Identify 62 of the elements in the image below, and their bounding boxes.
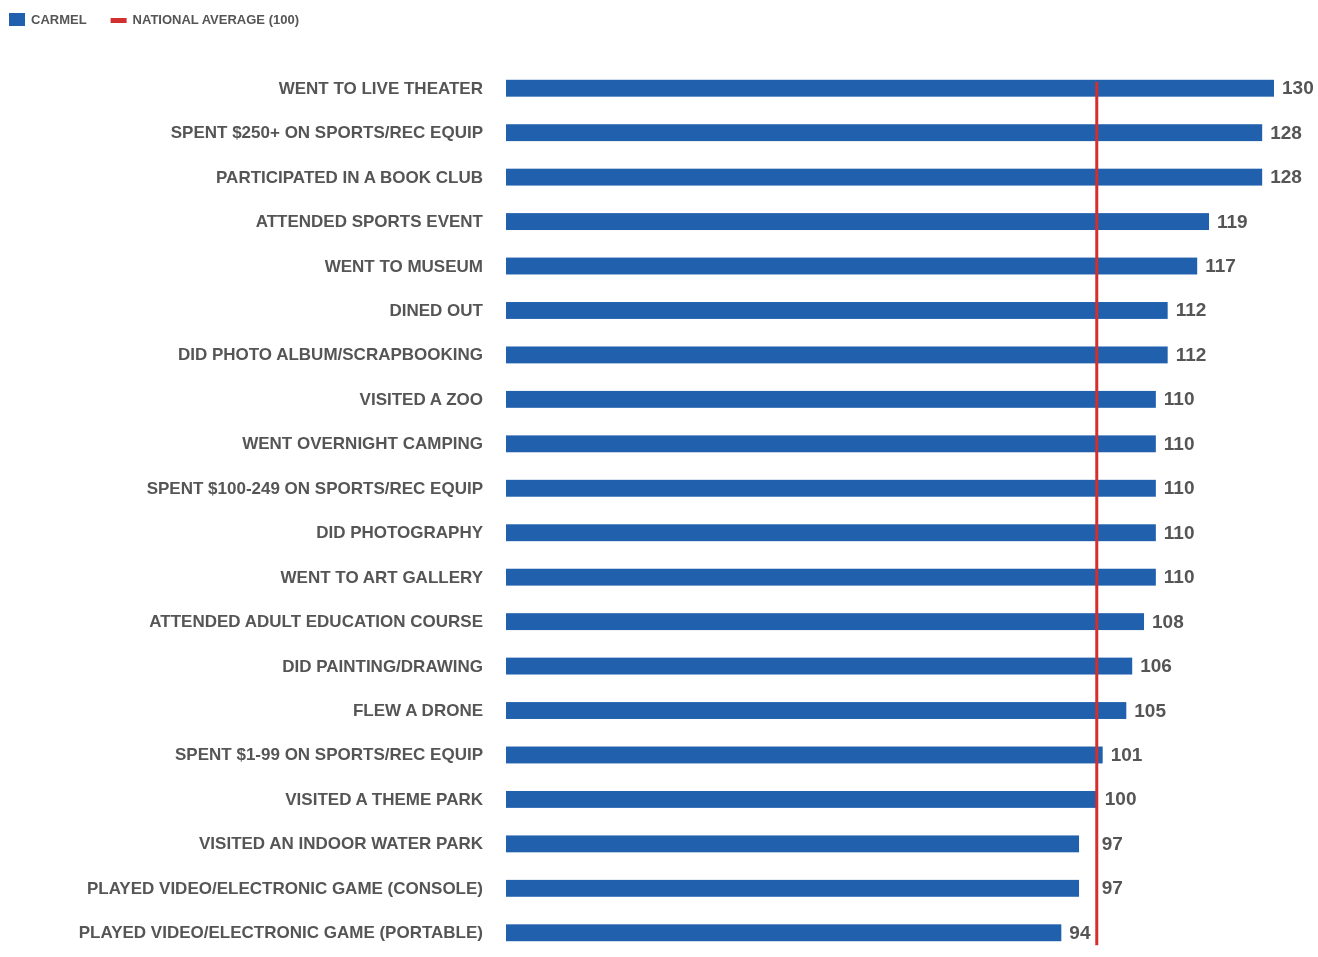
bar [506,657,1133,675]
bar [506,790,1097,808]
y-tick-label: PARTICIPATED IN A BOOK CLUB [216,167,483,187]
y-tick-label: PLAYED VIDEO/ELECTRONIC GAME (PORTABLE) [78,923,483,943]
bar [506,390,1156,408]
bar [506,835,1080,853]
y-tick-label: VISITED A THEME PARK [285,789,484,809]
data-label: 110 [1163,432,1195,454]
data-label: 108 [1152,610,1184,632]
data-label: 110 [1163,388,1195,410]
y-tick-label: DID PHOTOGRAPHY [316,523,484,543]
bar [506,124,1263,142]
data-label: 110 [1163,521,1195,543]
y-tick-label: SPENT $250+ ON SPORTS/REC EQUIP [170,123,483,143]
y-tick-label: DID PAINTING/DRAWING [282,656,483,676]
bar [506,479,1156,497]
data-label: 128 [1270,121,1302,143]
data-label: 110 [1163,566,1195,588]
y-tick-label: DINED OUT [389,300,484,320]
bar [506,746,1103,764]
y-tick-label: FLEW A DRONE [352,701,483,721]
bar [506,346,1168,364]
bar [506,524,1156,542]
bar [506,879,1080,897]
y-tick-label: WENT TO MUSEUM [324,256,483,276]
data-label: 100 [1104,788,1137,810]
bar [506,702,1127,719]
data-label: 112 [1175,343,1207,365]
legend-label: NATIONAL AVERAGE (100) [132,12,299,28]
data-label: 117 [1205,255,1236,277]
bar [506,568,1156,586]
y-tick-label: WENT TO LIVE THEATER [278,78,483,98]
bar [506,213,1210,231]
data-label: 101 [1110,743,1143,765]
bar [506,79,1274,97]
y-tick-label: SPENT $1-99 ON SPORTS/REC EQUIP [175,745,483,765]
data-label: 119 [1217,210,1248,232]
y-tick-label: WENT TO ART GALLERY [280,567,484,587]
y-tick-label: DID PHOTO ALBUM/SCRAPBOOKING [177,345,483,365]
bar [506,613,1145,631]
y-tick-label: WENT OVERNIGHT CAMPING [242,434,483,454]
data-label: 130 [1282,77,1314,99]
data-label: 110 [1163,477,1195,499]
y-tick-label: VISITED AN INDOOR WATER PARK [199,834,484,854]
y-tick-label: PLAYED VIDEO/ELECTRONIC GAME (CONSOLE) [86,878,483,898]
y-tick-label: ATTENDED ADULT EDUCATION COURSE [149,612,483,632]
y-tick-label: VISITED A ZOO [359,389,483,409]
data-label: 97 [1101,877,1123,899]
data-label: 97 [1101,832,1123,854]
bar [506,302,1168,319]
data-label: 94 [1069,921,1091,943]
legend-label: CARMEL [31,12,87,28]
y-tick-label: SPENT $100-249 ON SPORTS/REC EQUIP [146,478,483,498]
bar [506,924,1062,942]
bar [506,435,1156,453]
data-label: 105 [1134,699,1167,721]
data-label: 106 [1140,655,1172,677]
data-label: 128 [1270,166,1302,188]
y-tick-label: ATTENDED SPORTS EVENT [255,212,484,232]
bar [506,168,1263,186]
data-label: 112 [1175,299,1207,321]
bar [506,257,1198,275]
